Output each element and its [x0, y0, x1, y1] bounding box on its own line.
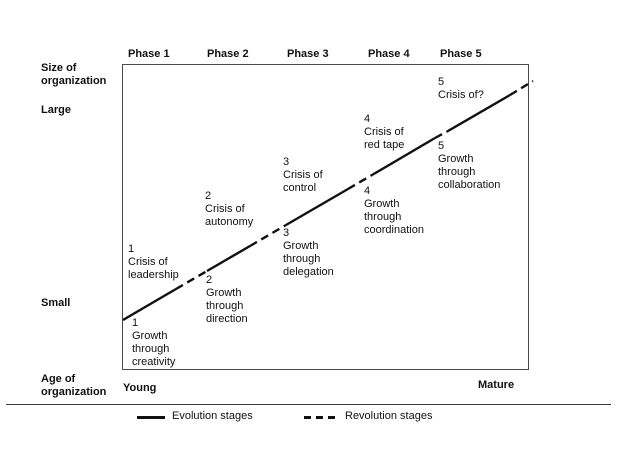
plot-area	[122, 64, 529, 370]
growth-2-label: Growth through direction	[206, 287, 248, 325]
annotation-crisis-5: 5 Crisis of?	[438, 76, 484, 102]
y-axis-title: Size of organization	[41, 62, 107, 87]
crisis-1-label: Crisis of leadership	[128, 256, 179, 281]
phase-3-header: Phase 3	[287, 48, 329, 60]
dashed-line-icon	[304, 416, 338, 419]
annotation-crisis-4: 4 Crisis of red tape	[364, 113, 404, 152]
crisis-5-number: 5	[438, 76, 445, 88]
crisis-2-number: 2	[205, 190, 212, 202]
growth-1-label: Growth through creativity	[132, 330, 176, 368]
y-axis-max-label: Large	[41, 104, 71, 116]
x-axis-max-label: Mature	[478, 379, 515, 391]
annotation-crisis-1: 1 Crisis of leadership	[128, 243, 179, 282]
crisis-1-number: 1	[128, 243, 135, 255]
legend-divider	[6, 404, 611, 405]
phase-5-header: Phase 5	[440, 48, 482, 60]
crisis-2-label: Crisis of autonomy	[205, 203, 254, 228]
legend-revolution-label: Revolution stages	[345, 410, 433, 422]
growth-5-number: 5	[438, 140, 445, 152]
phase-4-header: Phase 4	[368, 48, 410, 60]
crisis-4-label: Crisis of red tape	[364, 126, 405, 151]
solid-line-icon	[137, 416, 165, 419]
x-axis-title: Age of organization	[41, 373, 107, 398]
growth-4-label: Growth through coordination	[364, 198, 424, 236]
x-axis-min-label: Young	[123, 382, 157, 394]
legend-evolution-label: Evolution stages	[172, 410, 253, 422]
crisis-3-number: 3	[283, 156, 290, 168]
growth-5-label: Growth through collaboration	[438, 153, 501, 191]
growth-4-number: 4	[364, 185, 371, 197]
annotation-growth-3: 3 Growth through delegation	[283, 227, 334, 279]
annotation-crisis-3: 3 Crisis of control	[283, 156, 323, 195]
phase-1-header: Phase 1	[128, 48, 170, 60]
crisis-4-number: 4	[364, 113, 371, 125]
growth-3-number: 3	[283, 227, 290, 239]
growth-2-number: 2	[206, 274, 213, 286]
annotation-growth-5: 5 Growth through collaboration	[438, 140, 500, 192]
annotation-crisis-2: 2 Crisis of autonomy	[205, 190, 253, 229]
crisis-3-label: Crisis of control	[283, 169, 323, 194]
crisis-5-label: Crisis of?	[438, 89, 484, 101]
phase-2-header: Phase 2	[207, 48, 249, 60]
y-axis-min-label: Small	[41, 297, 71, 309]
growth-3-label: Growth through delegation	[283, 240, 334, 278]
growth-1-number: 1	[132, 317, 139, 329]
annotation-growth-1: 1 Growth through creativity	[132, 317, 175, 369]
annotation-growth-4: 4 Growth through coordination	[364, 185, 424, 237]
annotation-growth-2: 2 Growth through direction	[206, 274, 248, 326]
